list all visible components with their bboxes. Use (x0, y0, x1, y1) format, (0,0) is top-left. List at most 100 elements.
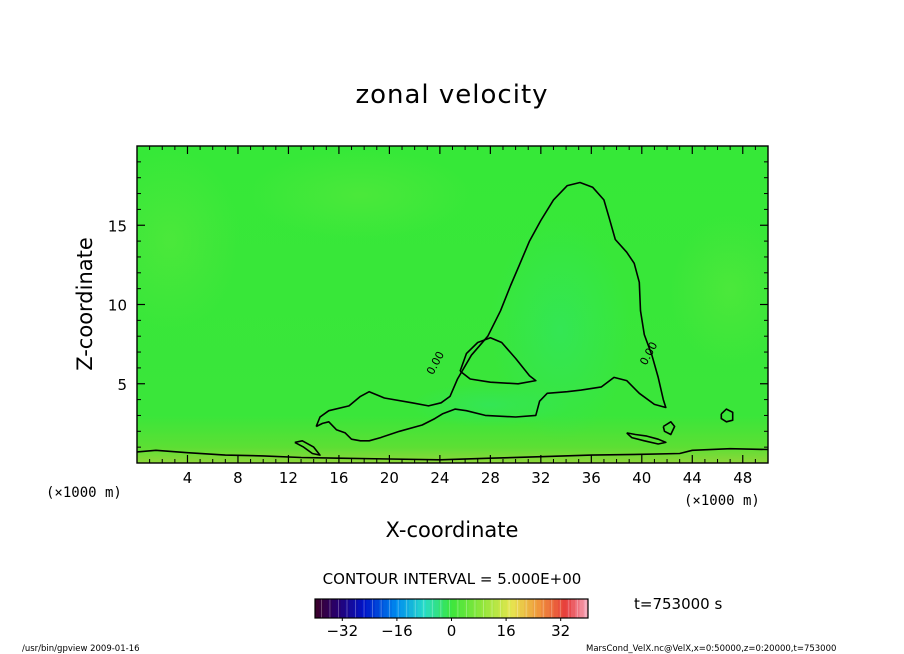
colorbar-swatch (536, 599, 542, 618)
colorbar-swatch (549, 599, 555, 618)
colorbar-swatch (357, 599, 363, 618)
colorbar-tick-label: −32 (326, 622, 358, 640)
colorbar-swatch (494, 599, 499, 618)
colorbar-swatch (442, 599, 448, 618)
colorbar-swatch (477, 599, 482, 618)
colorbar-swatch (387, 599, 393, 618)
x-tick-label: 28 (481, 469, 500, 487)
colorbar-swatch (413, 599, 418, 618)
colorbar-swatch (511, 599, 516, 618)
colorbar-swatch (327, 599, 333, 618)
field-patch-right (670, 215, 768, 365)
colorbar-swatch (374, 599, 380, 618)
y-axis-label: Z-coordinate (73, 237, 97, 371)
chart-title: zonal velocity (355, 80, 548, 110)
contour-inner-loop (459, 337, 537, 385)
colorbar-swatch (391, 599, 397, 618)
x-tick-label: 40 (632, 469, 651, 487)
y-tick-label: 15 (108, 217, 127, 235)
colorbar-swatch (430, 599, 435, 618)
colorbar-swatch (575, 599, 580, 618)
colorbar-swatch (481, 599, 487, 618)
colorbar-swatch (566, 599, 572, 618)
contour-interval: CONTOUR INTERVAL = 5.000E+00 (323, 570, 582, 588)
x-axis-label: X-coordinate (386, 518, 519, 542)
contour-main-plume (315, 181, 667, 442)
colorbar-swatch (472, 599, 478, 618)
colorbar-swatch (498, 599, 504, 618)
colorbar-swatch (524, 599, 529, 618)
colorbar-swatch (451, 599, 457, 618)
contour-small-loop-40 (626, 432, 667, 445)
colorbar-swatch (515, 599, 521, 618)
y-tick-label: 5 (117, 376, 127, 394)
colorbar-swatch (315, 599, 320, 618)
colorbar-swatch (370, 599, 376, 618)
colorbar-swatch (353, 599, 359, 618)
colorbar-swatch (366, 599, 371, 618)
colorbar-swatch (558, 599, 563, 618)
colorbar-tick-label: 0 (447, 622, 457, 640)
field-patch-left (137, 150, 240, 330)
colorbar-swatch (562, 599, 568, 618)
colorbar-tick-label: 32 (551, 622, 570, 640)
y-tick-label: 10 (108, 297, 127, 315)
x-tick-label: 16 (329, 469, 348, 487)
colorbar-swatch (408, 599, 414, 618)
colorbar-swatch (541, 599, 546, 618)
colorbar-swatch (570, 599, 576, 618)
colorbar-swatch (417, 599, 423, 618)
colorbar-swatch (336, 599, 341, 618)
x-tick-label: 48 (733, 469, 752, 487)
colorbar-swatch (400, 599, 405, 618)
colorbar-tick-label: −16 (381, 622, 413, 640)
contour-small-loop-13 (294, 440, 321, 456)
x-tick-label: 24 (430, 469, 449, 487)
colorbar-swatch (553, 599, 559, 618)
colorbar-swatch (583, 599, 589, 618)
colorbar-swatch (361, 599, 367, 618)
colorbar-tick-label: 16 (497, 622, 516, 640)
colorbar-swatch (383, 599, 388, 618)
colorbar-swatch (421, 599, 427, 618)
colorbar-swatch (323, 599, 329, 618)
x-unit-right: (×1000 m) (684, 493, 760, 509)
colorbar: −32 −16 0 16 32 (314, 598, 589, 640)
field-patch-plume (490, 220, 630, 440)
colorbar-swatch (502, 599, 508, 618)
footer-left: /usr/bin/gpview 2009-01-16 (22, 644, 140, 654)
x-tick-label: 12 (279, 469, 298, 487)
x-tick-label: 20 (380, 469, 399, 487)
colorbar-swatch (425, 599, 431, 618)
colorbar-swatch (447, 599, 452, 618)
colorbar-swatch (545, 599, 551, 618)
x-tick-label: 32 (531, 469, 550, 487)
colorbar-swatch (340, 599, 346, 618)
colorbar-swatch (506, 599, 512, 618)
time-label: t=753000 s (634, 595, 722, 613)
colorbar-swatch (464, 599, 469, 618)
colorbar-swatch (489, 599, 495, 618)
colorbar-swatch (528, 599, 533, 618)
colorbar-swatch (434, 599, 440, 618)
contour-small-loop-42 (662, 421, 676, 436)
contour-small-loop-47 (720, 408, 734, 423)
x-tick-label: 8 (233, 469, 243, 487)
colorbar-swatch (468, 599, 474, 618)
colorbar-swatch (579, 599, 585, 618)
plot-area: 0.00 0.00 (137, 146, 768, 463)
colorbar-swatch (404, 599, 410, 618)
colorbar-swatch (485, 599, 491, 618)
colorbar-swatch (438, 599, 444, 618)
x-tick-label: 44 (683, 469, 702, 487)
colorbar-swatch (332, 599, 337, 618)
colorbar-swatch (460, 599, 465, 618)
colorbar-swatch (532, 599, 538, 618)
colorbar-swatch (455, 599, 461, 618)
colorbar-swatch (319, 599, 324, 618)
x-tick-label: 36 (582, 469, 601, 487)
field-patch-top (250, 150, 470, 240)
colorbar-swatch (519, 599, 525, 618)
